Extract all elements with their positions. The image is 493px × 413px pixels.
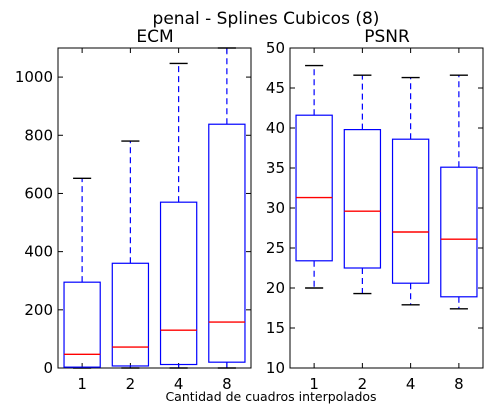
psnr-xtick-label: 1 <box>309 375 319 393</box>
ecm-xtick-label: 2 <box>126 375 136 393</box>
psnr-plot-frame <box>289 47 484 369</box>
psnr-title: PSNR <box>364 27 410 47</box>
psnr-box <box>391 138 430 284</box>
psnr-ytick-label: 45 <box>266 79 285 97</box>
figure-xlabel: Cantidad de cuadros interpolados <box>165 389 376 404</box>
ecm-xtick-label: 4 <box>174 375 184 393</box>
ecm-ytick-label: 400 <box>24 243 53 261</box>
ecm-box <box>63 281 101 368</box>
ecm-axes: ECM 0 200 400 600 800 1000 1 2 4 8 <box>15 27 252 393</box>
ecm-box-group-4 <box>159 62 198 369</box>
psnr-ytick-label: 25 <box>266 239 285 257</box>
psnr-box-group-8 <box>440 74 478 310</box>
ecm-ytick-label: 200 <box>24 301 53 319</box>
ecm-xtick-label: 8 <box>222 375 232 393</box>
psnr-xtick-label: 8 <box>454 375 464 393</box>
ecm-plot-frame <box>57 47 252 369</box>
ecm-box <box>111 262 150 367</box>
psnr-ytick-label: 40 <box>266 119 285 137</box>
ecm-ytick-label: 1000 <box>15 68 53 86</box>
psnr-boxes <box>295 64 478 310</box>
psnr-xtick-label: 2 <box>358 375 368 393</box>
ecm-ticks: 0 200 400 600 800 1000 1 2 4 8 <box>15 48 251 393</box>
ecm-box <box>159 201 198 366</box>
psnr-box-group-2 <box>343 74 382 295</box>
ecm-box <box>208 123 246 363</box>
psnr-ytick-label: 50 <box>266 39 285 57</box>
ecm-xtick-label: 1 <box>77 375 87 393</box>
psnr-ytick-label: 30 <box>266 199 285 217</box>
psnr-xtick-label: 4 <box>406 375 416 393</box>
figure-suptitle: penal - Splines Cubicos (8) <box>153 9 380 29</box>
ecm-ytick-label: 800 <box>24 126 53 144</box>
ecm-ytick-label: 0 <box>43 359 53 377</box>
psnr-box-group-1 <box>295 64 333 289</box>
psnr-ytick-label: 15 <box>266 319 285 337</box>
psnr-ticks: 10 15 20 25 30 35 40 45 50 1 2 4 8 <box>266 39 483 393</box>
psnr-ytick-label: 10 <box>266 359 285 377</box>
psnr-box-group-4 <box>391 76 430 306</box>
psnr-axes: PSNR 10 15 20 25 30 35 40 45 50 1 2 4 8 <box>266 27 484 393</box>
psnr-box <box>295 114 333 262</box>
psnr-box <box>440 166 478 298</box>
ecm-box-group-1 <box>63 177 101 369</box>
ecm-title: ECM <box>136 27 173 47</box>
psnr-box <box>343 129 382 269</box>
ecm-ytick-label: 600 <box>24 184 53 202</box>
ecm-box-group-2 <box>111 140 150 369</box>
psnr-ytick-label: 35 <box>266 159 285 177</box>
psnr-ytick-label: 20 <box>266 279 285 297</box>
ecm-boxes <box>63 47 246 369</box>
ecm-box-group-8 <box>208 47 246 369</box>
